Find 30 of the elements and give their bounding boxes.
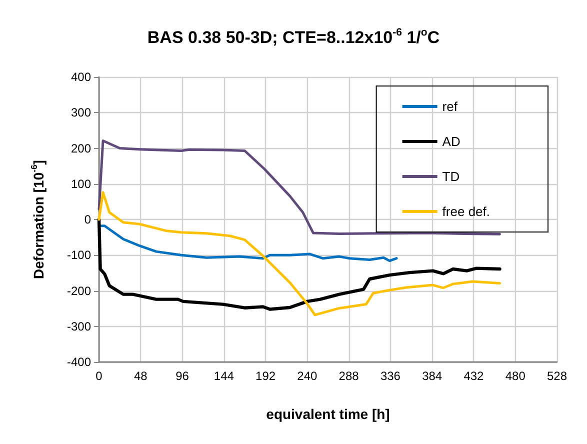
x-tick-label: 432 bbox=[464, 369, 484, 383]
legend-label: free def. bbox=[442, 204, 490, 219]
x-tick-label: 0 bbox=[96, 369, 103, 383]
y-axis-title: Deformation [10-6] bbox=[29, 160, 46, 279]
x-tick-label: 96 bbox=[176, 369, 190, 383]
y-tick-label: 100 bbox=[70, 176, 92, 191]
x-tick-label: 480 bbox=[505, 369, 526, 383]
y-tick-label: 200 bbox=[70, 141, 92, 156]
y-tick-label: -400 bbox=[66, 355, 92, 369]
x-tick-label: 144 bbox=[214, 369, 234, 383]
line-series bbox=[98, 191, 501, 316]
x-tick-label: 528 bbox=[546, 369, 568, 383]
y-tick-label: 400 bbox=[70, 70, 92, 84]
legend-label: TD bbox=[442, 169, 460, 184]
line-series bbox=[98, 224, 398, 262]
y-tick-label: 0 bbox=[84, 212, 92, 226]
y-tick-label: -200 bbox=[66, 284, 92, 298]
legend-label: AD bbox=[442, 134, 460, 149]
x-tick-label: 192 bbox=[256, 369, 276, 383]
y-tick-label: -300 bbox=[66, 319, 92, 334]
x-tick-label: 336 bbox=[380, 369, 401, 383]
y-tick-label: 300 bbox=[70, 106, 92, 120]
x-tick-label: 48 bbox=[134, 369, 148, 383]
x-tick-label: 384 bbox=[422, 369, 442, 383]
x-tick-label: 288 bbox=[338, 369, 360, 383]
x-tick-label: 240 bbox=[297, 369, 318, 383]
legend-label: ref bbox=[442, 99, 458, 114]
x-axis-title: equivalent time [h] bbox=[266, 406, 390, 422]
y-tick-label: -100 bbox=[66, 248, 92, 262]
line-series bbox=[97, 218, 502, 311]
